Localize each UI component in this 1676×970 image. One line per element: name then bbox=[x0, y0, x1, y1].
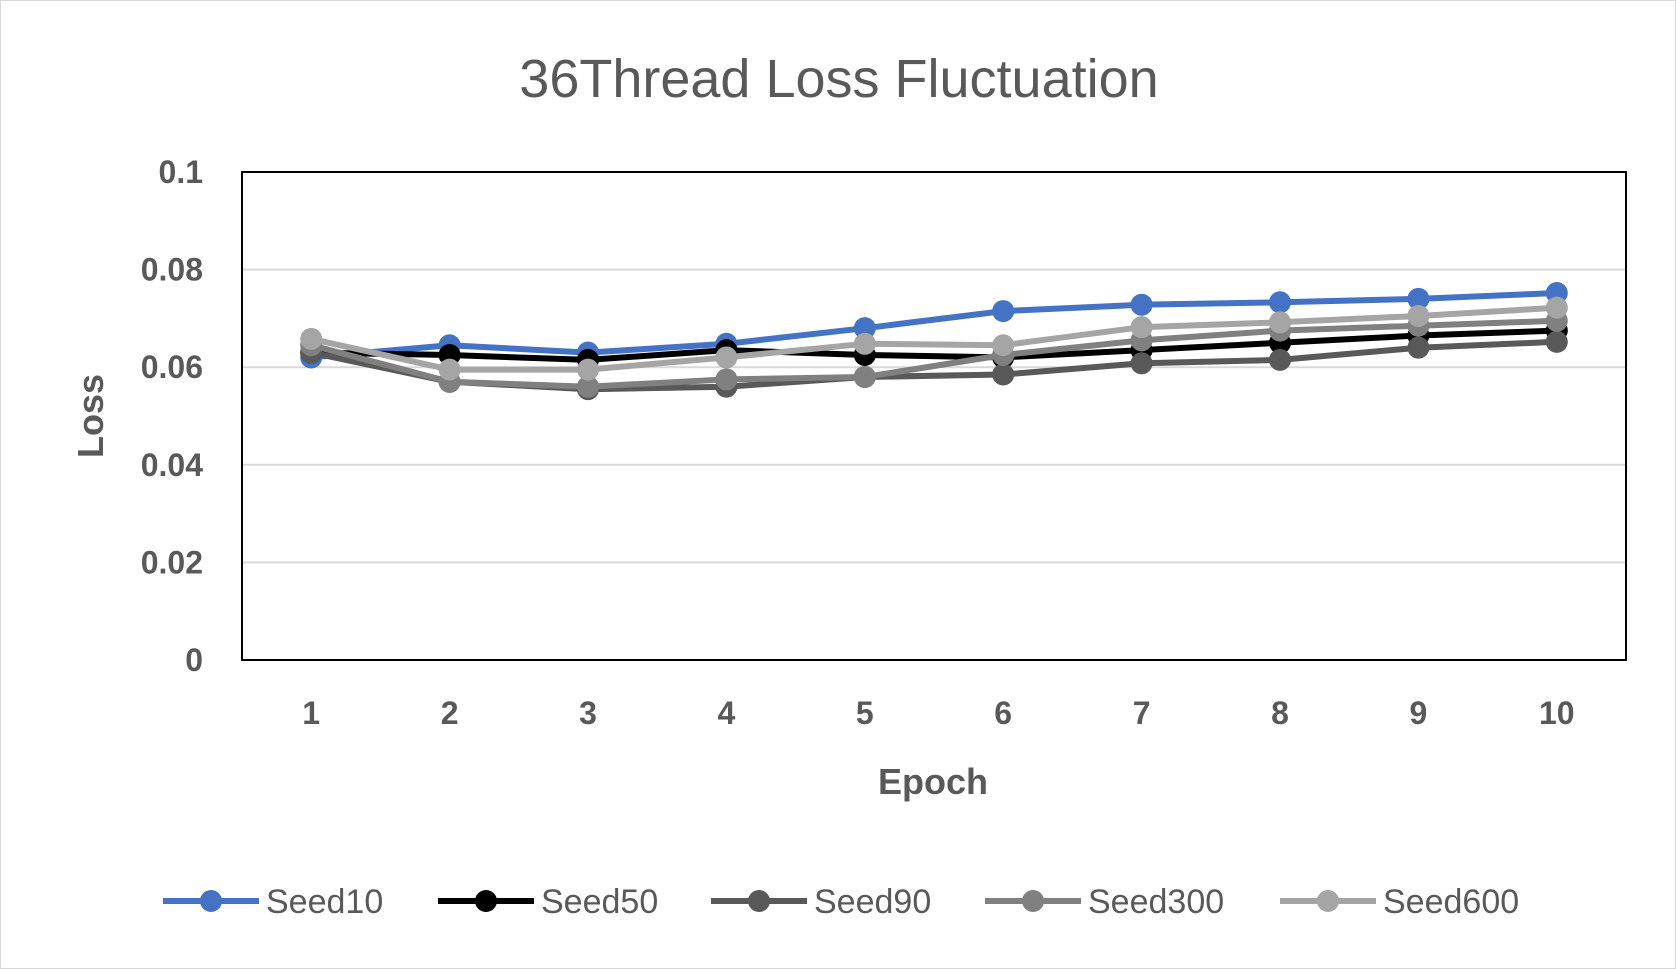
data-point bbox=[992, 300, 1015, 323]
series-line bbox=[308, 327, 1560, 363]
legend-swatch-marker bbox=[1317, 890, 1339, 912]
data-point bbox=[715, 368, 738, 391]
legend: Seed10 Seed50 Seed90 Seed300 Seed600 bbox=[163, 883, 1519, 921]
x-tick-label: 10 bbox=[1539, 695, 1575, 731]
x-axis-ticks: 1 2 3 4 5 6 7 8 9 10 bbox=[302, 695, 1574, 731]
y-axis-title: Loss bbox=[70, 374, 111, 458]
legend-swatch-marker bbox=[748, 890, 770, 912]
plot-area bbox=[241, 171, 1627, 661]
y-tick-label: 0.1 bbox=[159, 154, 203, 190]
data-point bbox=[1407, 287, 1430, 310]
x-tick-label: 5 bbox=[856, 695, 874, 731]
legend-swatch-marker bbox=[475, 890, 497, 912]
data-point bbox=[438, 358, 461, 381]
data-point bbox=[1130, 293, 1153, 316]
x-axis-title: Epoch bbox=[878, 761, 988, 802]
legend-item: Seed300 bbox=[985, 883, 1224, 921]
series-line bbox=[308, 317, 1560, 390]
data-point bbox=[853, 317, 876, 340]
legend-item: Seed50 bbox=[438, 883, 658, 921]
data-point bbox=[992, 363, 1015, 386]
data-point bbox=[577, 375, 599, 398]
x-tick-label: 1 bbox=[302, 695, 320, 731]
series-layer bbox=[300, 282, 1568, 401]
legend-label: Seed600 bbox=[1383, 883, 1519, 921]
data-point bbox=[992, 334, 1015, 357]
x-tick-label: 9 bbox=[1410, 695, 1428, 731]
data-point bbox=[300, 327, 323, 350]
x-tick-label: 7 bbox=[1133, 695, 1151, 731]
data-point bbox=[1545, 330, 1568, 353]
legend-item: Seed90 bbox=[711, 883, 931, 921]
series-line bbox=[308, 290, 1560, 361]
y-axis-ticks: 0 0.02 0.04 0.06 0.08 0.1 bbox=[141, 154, 203, 678]
series-seed600 bbox=[300, 296, 1568, 381]
data-point bbox=[715, 346, 738, 369]
data-point bbox=[1407, 336, 1430, 359]
y-tick-label: 0.06 bbox=[141, 349, 203, 385]
legend-label: Seed300 bbox=[1088, 883, 1224, 921]
chart-title: 36Thread Loss Fluctuation bbox=[519, 49, 1158, 109]
data-point bbox=[1130, 316, 1153, 339]
y-tick-label: 0.04 bbox=[141, 447, 203, 483]
legend-item: Seed600 bbox=[1280, 883, 1519, 921]
y-tick-label: 0.08 bbox=[141, 252, 203, 288]
data-point bbox=[853, 365, 876, 388]
x-tick-label: 6 bbox=[994, 695, 1012, 731]
data-point bbox=[1407, 304, 1430, 327]
legend-label: Seed90 bbox=[814, 883, 931, 921]
data-point bbox=[1130, 352, 1153, 375]
data-point bbox=[1545, 296, 1568, 319]
data-point bbox=[1269, 291, 1291, 314]
legend-label: Seed10 bbox=[266, 883, 383, 921]
y-tick-label: 0.02 bbox=[141, 544, 203, 580]
x-tick-label: 2 bbox=[441, 695, 459, 731]
x-tick-label: 4 bbox=[718, 695, 736, 731]
series-line bbox=[308, 304, 1560, 373]
y-tick-label: 0 bbox=[185, 642, 203, 678]
data-point bbox=[1269, 348, 1291, 371]
data-point bbox=[853, 332, 876, 355]
legend-swatch-marker bbox=[1022, 890, 1044, 912]
data-point bbox=[1269, 311, 1291, 334]
legend-swatch-marker bbox=[200, 890, 222, 912]
legend-label: Seed50 bbox=[541, 883, 658, 921]
legend-item: Seed10 bbox=[163, 883, 383, 921]
x-tick-label: 8 bbox=[1271, 695, 1289, 731]
x-tick-label: 3 bbox=[579, 695, 597, 731]
data-point bbox=[577, 358, 599, 381]
